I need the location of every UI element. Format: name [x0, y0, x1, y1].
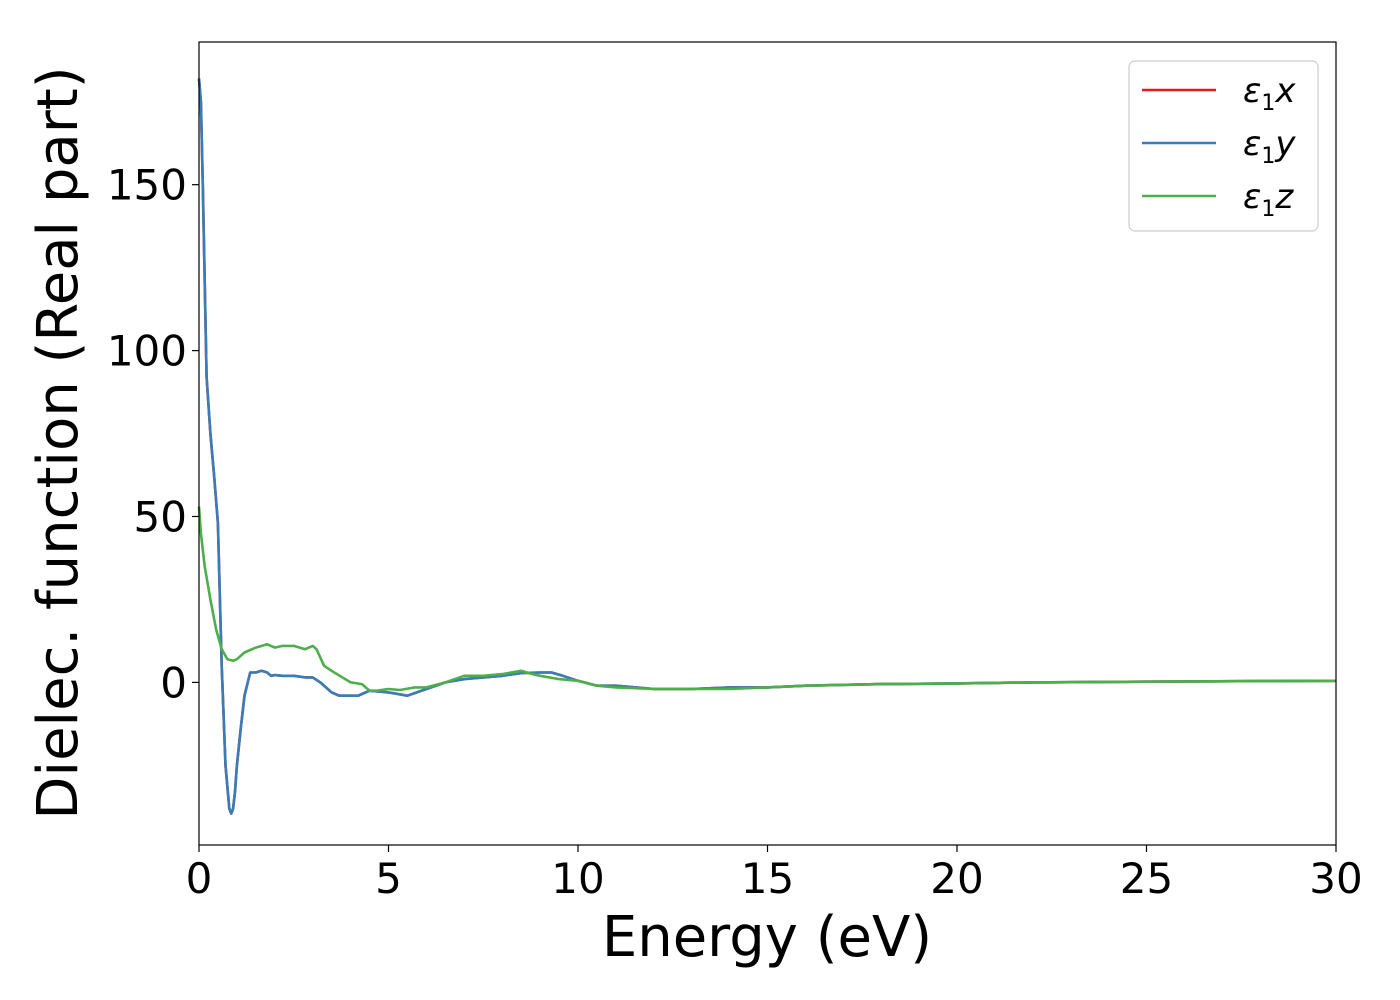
x-tick-label: 20: [930, 854, 983, 903]
series-layer: [197, 78, 1337, 815]
x-ticks: 0 5 10 15 20 25 30: [186, 845, 1363, 903]
x-tick-label: 10: [551, 854, 604, 903]
legend-box: [1128, 60, 1319, 232]
x-axis-title: Energy (eV): [602, 905, 932, 970]
y-ticks: 0 50 100 150: [107, 161, 199, 707]
series-line-z: [197, 506, 1337, 692]
legend-label-z: ε1z: [1243, 177, 1294, 222]
x-tick-label: 15: [741, 854, 794, 903]
y-tick-label: 100: [107, 327, 187, 376]
y-tick-label: 50: [134, 493, 187, 542]
x-tick-label: 30: [1309, 854, 1362, 903]
legend: ε1x ε1y ε1z: [1128, 60, 1319, 232]
x-tick-label: 5: [375, 854, 402, 903]
y-axis-title: Dielec. function (Real part): [26, 66, 91, 819]
y-tick-label: 0: [160, 658, 187, 707]
x-tick-label: 25: [1120, 854, 1173, 903]
y-tick-label: 150: [107, 161, 187, 210]
legend-label-y: ε1y: [1243, 124, 1296, 169]
x-tick-label: 0: [186, 854, 213, 903]
legend-label-x: ε1x: [1243, 71, 1296, 116]
